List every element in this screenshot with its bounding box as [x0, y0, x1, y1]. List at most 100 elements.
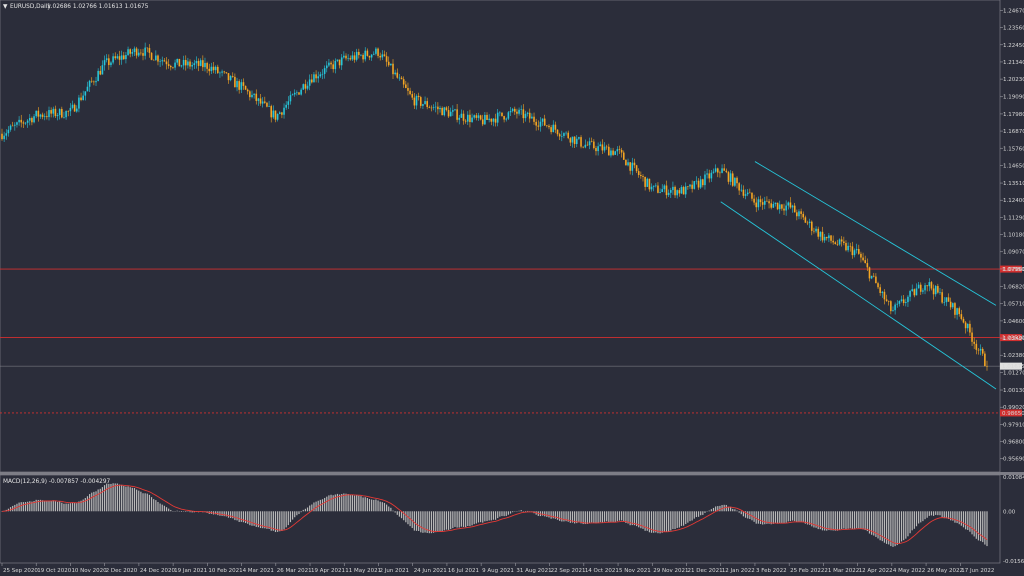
bull-candle: [323, 68, 326, 74]
bull-candle: [424, 101, 426, 105]
macd-bar: [802, 511, 804, 523]
macd-bar: [518, 510, 520, 512]
level-price-tag: [1000, 409, 1022, 417]
macd-bar: [708, 510, 710, 512]
bull-candle: [473, 115, 476, 118]
bear-candle: [731, 173, 734, 186]
bull-candle: [261, 101, 264, 104]
bear-candle: [266, 102, 268, 107]
macd-bar: [31, 501, 33, 512]
bull-candle: [966, 323, 969, 329]
macd-bar: [270, 511, 272, 531]
bear-candle: [163, 60, 166, 62]
macd-bar: [937, 511, 939, 516]
bull-candle: [33, 116, 35, 123]
bull-candle: [499, 112, 501, 114]
bear-candle: [866, 263, 869, 268]
bear-candle: [806, 222, 809, 224]
macd-bar: [266, 511, 268, 529]
bear-candle: [708, 173, 711, 179]
macd-bar: [561, 511, 563, 522]
macd-bar: [939, 511, 941, 516]
bull-candle: [16, 122, 18, 125]
bear-candle: [766, 200, 768, 202]
bull-candle: [952, 303, 954, 308]
macd-bar: [289, 511, 292, 523]
time-tick-label: 25 Sep 2020: [3, 568, 38, 574]
bear-candle: [242, 82, 245, 86]
bear-candle: [37, 110, 40, 117]
bear-candle: [178, 58, 181, 67]
price-tick-label: 1.23560: [1003, 26, 1024, 32]
bull-candle: [439, 107, 441, 110]
bear-candle: [411, 94, 414, 98]
bear-candle: [184, 59, 187, 66]
bear-candle: [759, 199, 762, 203]
price-tick-label: 1.05710: [1003, 302, 1024, 308]
bull-candle: [268, 106, 270, 107]
macd-bar: [46, 501, 48, 512]
current-price-tag: [1000, 362, 1022, 370]
bull-candle: [915, 288, 918, 296]
bear-candle: [259, 98, 262, 104]
bear-candle: [962, 318, 965, 323]
macd-bar: [766, 511, 768, 524]
macd-bar: [674, 511, 676, 530]
macd-bar: [864, 511, 866, 531]
bull-candle: [5, 133, 8, 136]
bull-candle: [892, 310, 894, 312]
macd-bar: [986, 511, 988, 547]
macd-bar: [903, 511, 905, 541]
bear-candle: [973, 341, 975, 344]
bull-candle: [518, 109, 520, 114]
price-tick-label: 1.13510: [1003, 181, 1024, 187]
macd-bar: [116, 483, 118, 512]
macd-bar: [48, 500, 50, 512]
level-price-label: 1.03520: [1002, 336, 1024, 342]
bear-candle: [383, 54, 386, 57]
macd-bar: [334, 494, 336, 512]
symbol-dropdown-icon[interactable]: ▼: [3, 4, 8, 10]
macd-bar: [503, 511, 505, 517]
bear-candle: [716, 168, 719, 173]
macd-panel[interactable]: 0.010847 0.00 -0.015673 MACD(12,26,9) -0.0…: [0, 474, 1024, 565]
macd-bar: [332, 495, 334, 512]
macd-bar: [965, 511, 967, 530]
macd-tick-label: 0.00: [1003, 509, 1016, 515]
macd-bar: [428, 511, 430, 534]
macd-bar: [400, 511, 403, 519]
bear-candle: [208, 68, 211, 72]
channel-upper-line[interactable]: [754, 161, 997, 306]
bull-candle: [616, 149, 619, 152]
macd-bar: [881, 511, 883, 542]
channel-lower-line[interactable]: [720, 201, 997, 390]
macd-bar: [473, 511, 475, 525]
bear-candle: [31, 118, 33, 123]
bull-candle: [669, 190, 672, 193]
bull-candle: [684, 186, 687, 195]
bear-candle: [157, 55, 159, 62]
bull-candle: [815, 228, 817, 232]
panel-separator[interactable]: [0, 472, 1024, 475]
macd-bar: [110, 483, 112, 512]
bear-candle: [407, 87, 409, 91]
price-panel[interactable]: 1.07950 1.03520 0.98650 1.01675 1.24670 1.23…: [0, 0, 1024, 473]
bull-candle: [699, 179, 702, 188]
bull-candle: [471, 117, 473, 123]
macd-bar: [127, 486, 129, 512]
macd-bar: [584, 511, 586, 525]
bear-candle: [332, 64, 334, 70]
trend-channel[interactable]: [720, 161, 997, 390]
bear-candle: [580, 137, 582, 147]
bear-candle: [642, 176, 644, 177]
bull-candle: [659, 192, 661, 193]
macd-bar: [830, 511, 832, 531]
macd-bar: [244, 511, 247, 524]
macd-bar: [138, 490, 140, 512]
macd-bar: [311, 504, 313, 512]
bull-candle: [734, 177, 736, 186]
macd-bar: [606, 511, 608, 522]
bull-candle: [539, 121, 542, 127]
bull-candle: [336, 59, 339, 61]
